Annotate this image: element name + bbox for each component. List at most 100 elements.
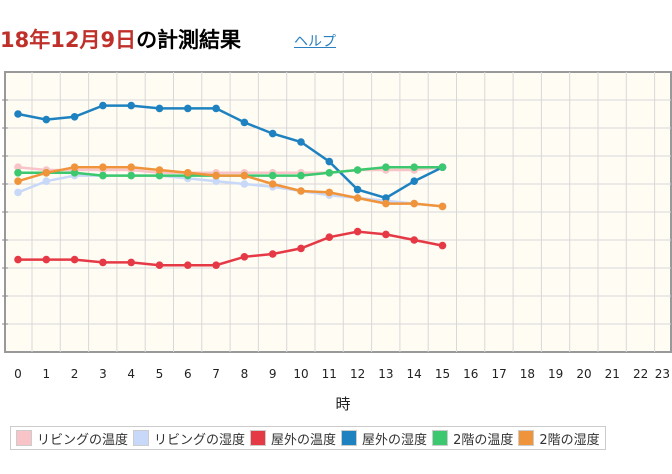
data-point <box>14 163 22 171</box>
data-point <box>127 171 135 180</box>
legend-label: 2階の湿度 <box>539 432 600 448</box>
data-point <box>268 171 277 180</box>
data-point <box>70 113 79 121</box>
x-tick-label: 7 <box>212 367 220 381</box>
legend-item[interactable]: 屋外の湿度 <box>341 429 427 448</box>
x-tick-label: 8 <box>241 367 249 381</box>
title-date: 18年12月9日 <box>0 28 137 52</box>
x-tick-label: 20 <box>576 367 591 381</box>
data-point <box>297 187 305 195</box>
x-tick-label: 11 <box>322 367 337 381</box>
data-point <box>42 169 51 177</box>
data-point <box>14 169 22 177</box>
data-point <box>184 261 192 270</box>
legend-swatch <box>250 430 267 446</box>
data-point <box>14 255 22 264</box>
x-tick-label: 12 <box>350 367 365 381</box>
data-point <box>268 250 277 258</box>
legend-item[interactable]: リビングの湿度 <box>133 429 245 448</box>
legend-item[interactable]: 2階の温度 <box>432 429 513 448</box>
data-point <box>325 188 334 197</box>
series-line <box>18 230 443 267</box>
data-point <box>268 129 277 138</box>
data-point <box>42 177 51 185</box>
data-point <box>127 101 135 110</box>
help-link[interactable]: ヘルプ <box>294 34 336 50</box>
data-point <box>14 110 22 118</box>
page-title: 18年12月9日の計測結果 <box>0 24 241 54</box>
data-point <box>325 169 334 177</box>
data-point <box>212 104 220 113</box>
legend-label: 屋外の湿度 <box>362 432 428 448</box>
legend-label: リビングの温度 <box>37 432 129 448</box>
legend-swatch <box>133 430 150 446</box>
data-point <box>268 180 277 188</box>
x-tick-label: 0 <box>14 367 22 381</box>
data-point <box>438 163 447 171</box>
data-point <box>297 171 305 180</box>
data-point <box>240 180 249 188</box>
series-line <box>17 104 444 200</box>
data-point <box>99 171 107 180</box>
data-point <box>99 101 107 110</box>
x-tick-label: 17 <box>491 367 506 381</box>
data-point <box>184 169 192 177</box>
data-point <box>353 166 362 174</box>
line-chart: 0 1 2 3 4 5 6 7 8 9 10 11 12 13 14 15 16 17 18 19 20 21 22 23時 <box>2 71 672 413</box>
data-point <box>99 163 107 171</box>
data-point <box>410 236 419 244</box>
legend-item[interactable]: リビングの温度 <box>16 429 128 448</box>
data-point <box>382 194 390 202</box>
x-tick-label: 16 <box>463 367 478 381</box>
data-point <box>14 177 22 185</box>
data-point <box>155 261 164 270</box>
x-axis-label: 時 <box>335 395 350 413</box>
data-point <box>155 171 164 180</box>
x-tick-label: 6 <box>184 367 192 381</box>
legend-label: リビングの湿度 <box>154 432 246 448</box>
series-line <box>17 165 443 208</box>
data-point <box>382 199 390 208</box>
data-point <box>353 227 362 236</box>
data-point <box>127 258 135 267</box>
data-point <box>410 163 419 171</box>
data-point <box>42 255 51 264</box>
x-tick-label: 19 <box>548 367 563 381</box>
x-tick-label: 21 <box>605 367 620 381</box>
legend-item[interactable]: 2階の湿度 <box>518 429 600 448</box>
data-point <box>14 188 22 197</box>
x-tick-label: 10 <box>293 367 308 381</box>
data-point <box>297 244 305 253</box>
legend-swatch <box>432 430 449 446</box>
series-line <box>17 165 443 175</box>
data-point <box>70 169 79 177</box>
data-point <box>297 138 305 146</box>
data-point <box>70 163 79 171</box>
data-point <box>155 104 164 113</box>
data-point <box>127 163 135 171</box>
x-tick-label: 3 <box>99 367 107 381</box>
title-suffix: の計測結果 <box>136 28 242 52</box>
data-point <box>155 166 164 174</box>
legend-item[interactable]: 屋外の温度 <box>250 429 336 448</box>
legend-swatch <box>518 430 535 446</box>
data-point <box>212 177 220 185</box>
x-tick-label: 4 <box>127 367 135 381</box>
data-point <box>212 261 220 270</box>
x-tick-label: 22 <box>633 367 648 381</box>
data-point <box>70 255 79 264</box>
legend-label: 屋外の温度 <box>271 432 337 448</box>
x-tick-label: 13 <box>378 367 393 381</box>
data-point <box>325 233 334 241</box>
data-point <box>184 104 192 113</box>
data-point <box>410 199 419 208</box>
data-point <box>353 185 362 194</box>
data-point <box>240 118 249 127</box>
x-tick-label: 2 <box>71 367 79 381</box>
data-point <box>382 163 390 171</box>
series-line <box>17 174 443 208</box>
data-point <box>42 115 51 124</box>
legend-swatch <box>341 430 358 446</box>
x-tick-label: 18 <box>520 367 535 381</box>
data-point <box>325 157 334 166</box>
